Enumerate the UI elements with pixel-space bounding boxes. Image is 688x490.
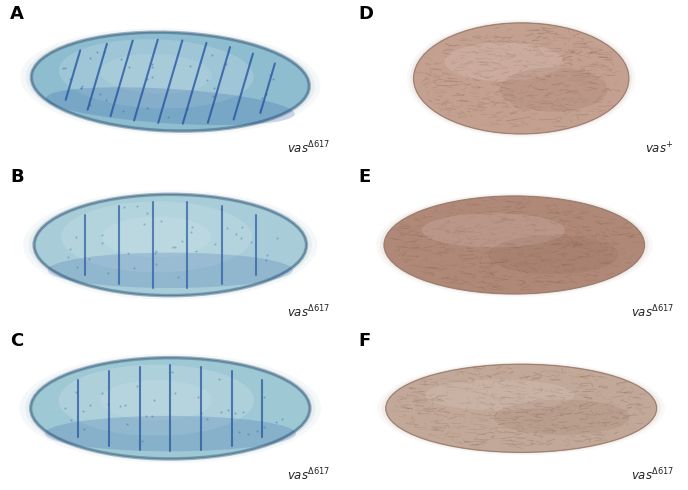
Ellipse shape <box>100 380 212 420</box>
Ellipse shape <box>488 235 619 274</box>
Ellipse shape <box>31 358 310 459</box>
Ellipse shape <box>376 193 652 297</box>
Text: C: C <box>10 332 23 349</box>
Ellipse shape <box>386 364 657 452</box>
Ellipse shape <box>61 201 252 272</box>
Ellipse shape <box>34 195 307 295</box>
Ellipse shape <box>45 87 295 125</box>
Ellipse shape <box>499 67 608 112</box>
Ellipse shape <box>407 20 636 137</box>
Text: $\mathit{vas}^{\Delta617}$: $\mathit{vas}^{\Delta617}$ <box>287 467 330 484</box>
Ellipse shape <box>444 42 563 81</box>
Ellipse shape <box>58 365 254 436</box>
Ellipse shape <box>45 416 296 451</box>
Text: $\mathit{vas}^{\Delta617}$: $\mathit{vas}^{\Delta617}$ <box>631 467 674 484</box>
Ellipse shape <box>25 30 315 133</box>
Ellipse shape <box>425 380 574 411</box>
Ellipse shape <box>494 399 630 435</box>
Text: D: D <box>358 5 373 23</box>
Ellipse shape <box>19 354 321 463</box>
Ellipse shape <box>413 23 629 134</box>
Ellipse shape <box>25 356 316 461</box>
Ellipse shape <box>380 195 649 295</box>
Ellipse shape <box>100 54 212 94</box>
Ellipse shape <box>422 213 565 247</box>
Ellipse shape <box>23 190 317 300</box>
Ellipse shape <box>102 217 211 257</box>
Text: $\mathit{vas}^{+}$: $\mathit{vas}^{+}$ <box>645 142 674 157</box>
Ellipse shape <box>29 192 312 297</box>
Ellipse shape <box>59 39 254 108</box>
Text: $\mathit{vas}^{\Delta617}$: $\mathit{vas}^{\Delta617}$ <box>287 140 330 157</box>
Ellipse shape <box>378 362 665 455</box>
Ellipse shape <box>47 252 293 288</box>
Ellipse shape <box>410 21 632 136</box>
Ellipse shape <box>31 32 310 131</box>
Text: B: B <box>10 168 24 186</box>
Ellipse shape <box>20 28 321 135</box>
Text: F: F <box>358 332 370 349</box>
Text: $\mathit{vas}^{\Delta617}$: $\mathit{vas}^{\Delta617}$ <box>631 303 674 320</box>
Ellipse shape <box>384 196 645 294</box>
Text: $\mathit{vas}^{\Delta617}$: $\mathit{vas}^{\Delta617}$ <box>287 303 330 320</box>
Ellipse shape <box>382 363 660 454</box>
Text: A: A <box>10 5 24 23</box>
Text: E: E <box>358 168 370 186</box>
